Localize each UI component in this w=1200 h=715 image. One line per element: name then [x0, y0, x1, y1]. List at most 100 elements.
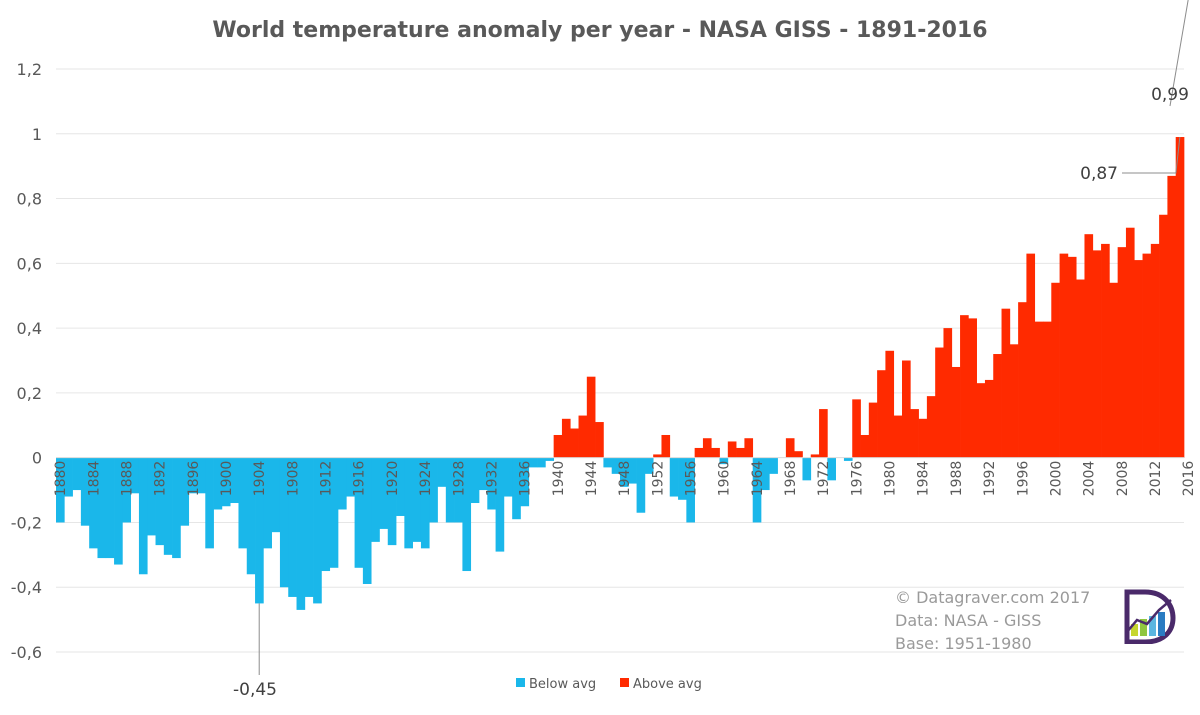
bar [1117, 247, 1127, 458]
bar [686, 457, 695, 523]
bar [1150, 243, 1160, 458]
bar [678, 457, 687, 500]
x-tick-label: 2000 [1048, 461, 1064, 497]
x-tick-label: 1992 [982, 461, 998, 497]
bar [802, 457, 812, 481]
x-tick-label: 1984 [916, 461, 932, 497]
credit-line-3: Base: 1951-1980 [895, 634, 1032, 653]
x-tick-label: 1980 [883, 461, 899, 497]
bar [877, 370, 886, 458]
bar [138, 457, 148, 575]
bar [1067, 256, 1077, 458]
x-tick-label: 1888 [120, 461, 136, 497]
x-tick-label: 1916 [352, 461, 368, 497]
bar [902, 360, 911, 458]
bar [412, 457, 422, 542]
bar [1125, 227, 1135, 458]
bar [611, 457, 621, 474]
bar [545, 457, 554, 461]
bar [172, 457, 181, 559]
bar [163, 457, 173, 555]
data-label: -0,45 [233, 680, 277, 700]
bar [56, 457, 65, 523]
bar [595, 422, 604, 458]
x-tick-label: 1952 [650, 461, 666, 497]
x-tick-label: 1940 [551, 461, 567, 497]
x-tick-label: 1896 [186, 461, 202, 497]
bar [520, 457, 530, 507]
bar [304, 457, 314, 597]
bar [429, 457, 438, 523]
bar [487, 457, 496, 510]
bar [918, 418, 928, 458]
x-tick-label: 1960 [717, 461, 733, 497]
bar [445, 457, 455, 523]
annotation-leader-line [1122, 136, 1181, 174]
x-tick-label: 1880 [53, 461, 69, 497]
bar [221, 457, 231, 507]
bar [371, 457, 380, 542]
bar [553, 434, 563, 458]
bar [860, 434, 870, 458]
bar [943, 328, 953, 458]
bar [188, 457, 198, 494]
y-tick-label: 0,2 [17, 384, 42, 403]
bar [976, 383, 986, 458]
bar [885, 350, 895, 458]
y-tick-label: 1,2 [17, 60, 42, 79]
bar [130, 457, 140, 494]
legend-swatch [516, 678, 525, 687]
x-tick-label: 1912 [319, 461, 335, 497]
bar [155, 457, 165, 546]
bar [495, 457, 505, 552]
bar [702, 438, 712, 458]
bar [694, 447, 704, 458]
y-tick-label: 0,4 [17, 319, 42, 338]
bar [97, 457, 107, 559]
bar [578, 415, 588, 458]
bar [993, 354, 1002, 458]
x-tick-label: 1900 [219, 461, 235, 497]
data-label: 0,87 [1080, 164, 1118, 184]
bar [561, 418, 571, 458]
bar [528, 457, 538, 468]
x-tick-label: 2008 [1115, 461, 1131, 497]
legend-label: Above avg [633, 677, 702, 692]
bar [180, 457, 190, 526]
y-tick-label: 0 [32, 449, 42, 468]
bar [437, 457, 447, 487]
bar [661, 434, 671, 458]
bar [761, 457, 770, 491]
bar [960, 315, 969, 458]
x-tick-label: 1964 [750, 461, 766, 497]
bar [321, 457, 331, 572]
bar [197, 457, 206, 494]
x-tick-label: 1948 [617, 461, 633, 497]
bar [620, 457, 629, 487]
y-tick-label: 1 [32, 125, 42, 144]
bar [64, 457, 73, 497]
bar [968, 318, 977, 458]
bar [105, 457, 115, 559]
bar [752, 457, 762, 523]
x-tick-label: 1892 [153, 461, 169, 497]
bar [263, 457, 272, 549]
y-tick-label: 0,6 [17, 254, 42, 273]
bar [1159, 214, 1168, 458]
x-tick-label: 1932 [484, 461, 500, 497]
bar [1059, 253, 1069, 458]
bar [744, 438, 754, 458]
bar [1092, 250, 1102, 458]
bar [1051, 282, 1060, 458]
bar [586, 376, 596, 458]
x-tick-label: 1920 [385, 461, 401, 497]
bar [1034, 321, 1044, 458]
bar [984, 379, 994, 458]
bar [147, 457, 156, 536]
bar [404, 457, 413, 549]
bar [387, 457, 397, 546]
bar [852, 399, 861, 458]
x-tick-label: 1904 [252, 461, 268, 497]
bar [636, 457, 646, 513]
